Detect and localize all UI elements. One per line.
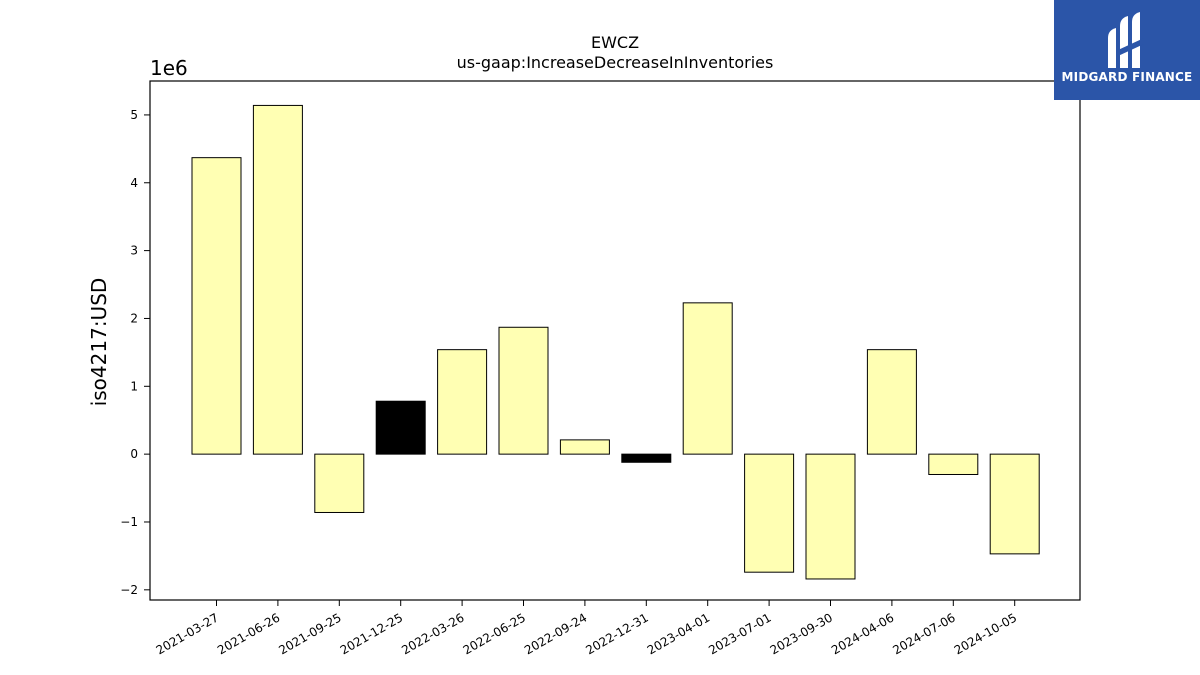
y-axis-label: iso4217:USD (87, 278, 111, 407)
x-tick-label: 2023-07-01 (706, 610, 773, 657)
y-tick-label: −2 (120, 583, 138, 597)
bar (621, 453, 672, 463)
x-tick-label: 2022-09-24 (522, 610, 589, 657)
y-tick-label: 1 (130, 379, 138, 393)
y-tick-label: 2 (130, 311, 138, 325)
x-tick-label: 2021-09-25 (276, 610, 343, 657)
midgard-logo-icon (1108, 12, 1144, 68)
bar (437, 349, 488, 455)
x-tick-label: 2021-12-25 (338, 610, 405, 657)
y-tick-label: 3 (130, 244, 138, 258)
bar (805, 453, 856, 580)
plot-area: −2 −1 0 1 2 3 4 5 2021-03-272021-06-262021-09-25… (120, 80, 1081, 657)
y-tick-label: 5 (130, 108, 138, 122)
bar (744, 453, 795, 573)
plot-frame (149, 80, 1081, 601)
y-tick-label: −1 (120, 515, 138, 529)
bar (682, 302, 733, 455)
logo-text: MIDGARD FINANCE (1061, 70, 1193, 84)
x-tick-label: 2024-07-06 (890, 610, 957, 657)
x-tick-label: 2022-06-25 (461, 610, 528, 657)
bar (989, 453, 1040, 555)
x-tick-label: 2023-04-01 (645, 610, 712, 657)
bar (191, 157, 242, 455)
y-tick-label: 0 (130, 447, 138, 461)
bar (559, 439, 610, 455)
bar (252, 104, 303, 455)
bar (866, 349, 917, 455)
x-tick-label: 2022-03-26 (399, 610, 466, 657)
axis-scale-label: 1e6 (150, 56, 188, 80)
x-tick-label: 2024-10-05 (952, 610, 1019, 657)
x-tick-label: 2024-04-06 (829, 610, 896, 657)
bar (375, 400, 426, 455)
x-tick-label: 2021-06-26 (215, 610, 282, 657)
bar (314, 453, 365, 513)
x-tick-label: 2021-03-27 (154, 610, 221, 657)
chart-title: EWCZ (591, 33, 639, 52)
chart-subtitle: us-gaap:IncreaseDecreaseInInventories (457, 53, 774, 72)
y-tick-label: 4 (130, 176, 138, 190)
bar (498, 326, 549, 455)
x-tick-label: 2023-09-30 (768, 610, 835, 657)
bar (928, 453, 979, 475)
x-tick-label: 2022-12-31 (583, 610, 650, 657)
midgard-finance-logo: MIDGARD FINANCE (1054, 0, 1200, 100)
